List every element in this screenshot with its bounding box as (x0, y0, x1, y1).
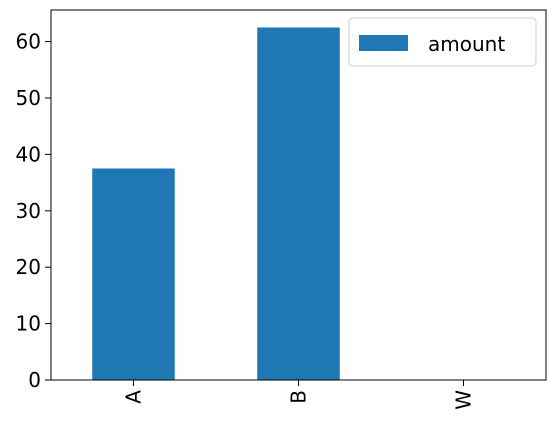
legend: amount (348, 17, 537, 67)
y-tick-label: 60 (16, 30, 41, 54)
x-tick-label-W: W (452, 390, 476, 410)
x-tick-label-A: A (122, 390, 146, 404)
legend-label: amount (428, 32, 505, 56)
bar-B (257, 27, 340, 381)
x-tick-label-B: B (287, 390, 311, 404)
bar-A (92, 168, 175, 380)
y-tick-label: 30 (16, 199, 41, 223)
y-tick-label: 0 (28, 368, 41, 392)
legend-box (348, 17, 537, 67)
y-tick-label: 20 (16, 255, 41, 279)
legend-swatch (359, 35, 408, 51)
y-tick-label: 40 (16, 142, 41, 166)
y-tick-label: 50 (16, 86, 41, 110)
plot-area (92, 27, 340, 381)
y-tick-label: 10 (16, 312, 41, 336)
y-axis: 0 10 20 30 40 50 60 (16, 30, 51, 392)
